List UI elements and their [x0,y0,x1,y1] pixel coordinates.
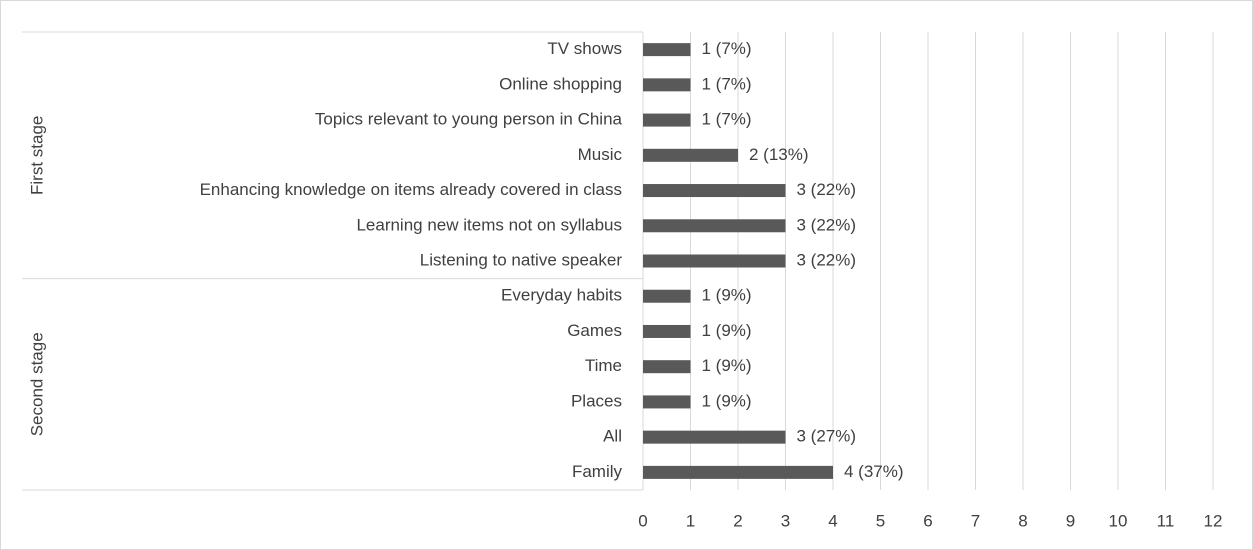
x-tick-label: 0 [638,511,647,530]
value-label: 1 (9%) [702,321,752,340]
category-label: Enhancing knowledge on items already cov… [200,180,622,199]
bar [643,254,786,268]
bar [643,289,691,303]
value-label: 3 (22%) [797,215,857,234]
bar [643,113,691,127]
x-tick-label: 4 [828,511,837,530]
category-label: Games [567,321,622,340]
bar [643,395,691,409]
x-tick-label: 1 [686,511,695,530]
category-label: Places [571,391,622,410]
category-label: TV shows [547,39,622,58]
bar [643,465,833,479]
x-tick-label: 10 [1109,511,1128,530]
group-label: Second stage [27,332,46,436]
value-label: 1 (7%) [702,39,752,58]
category-label: Music [578,145,623,164]
x-tick-label: 9 [1066,511,1075,530]
value-label: 3 (22%) [797,180,857,199]
value-label: 1 (9%) [702,286,752,305]
bar [643,219,786,233]
value-label: 1 (9%) [702,356,752,375]
x-tick-label: 2 [733,511,742,530]
x-tick-label: 11 [1157,511,1175,530]
bar [643,360,691,374]
value-label: 2 (13%) [749,145,809,164]
x-tick-label: 8 [1018,511,1027,530]
bar [643,430,786,444]
bar [643,78,691,92]
category-label: Time [585,356,622,375]
value-label: 1 (7%) [702,110,752,129]
value-label: 1 (9%) [702,391,752,410]
category-label: Online shopping [499,74,622,93]
value-label: 3 (27%) [797,427,857,446]
bar [643,43,691,57]
category-label: Learning new items not on syllabus [356,215,622,234]
x-tick-label: 3 [781,511,790,530]
group-label: First stage [27,116,46,195]
value-label: 3 (22%) [797,250,857,269]
x-tick-label: 12 [1204,511,1223,530]
category-label: Listening to native speaker [420,250,623,269]
bar [643,148,738,162]
category-label: Topics relevant to young person in China [315,110,623,129]
bar [643,184,786,198]
x-tick-label: 6 [923,511,932,530]
x-tick-label: 5 [876,511,885,530]
category-label: All [603,427,622,446]
value-label: 1 (7%) [702,74,752,93]
bar [643,324,691,338]
category-label: Everyday habits [501,286,622,305]
category-label: Family [572,462,623,481]
value-label: 4 (37%) [844,462,904,481]
x-tick-label: 7 [971,511,980,530]
